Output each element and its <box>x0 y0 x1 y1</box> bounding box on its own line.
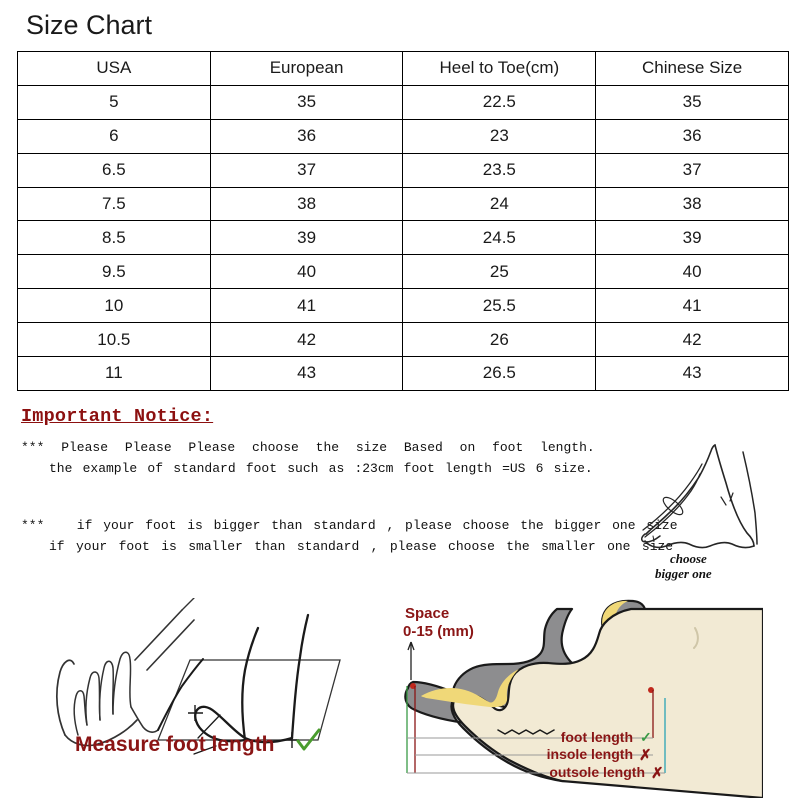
svg-text:Space: Space <box>405 605 449 622</box>
svg-text:✗: ✗ <box>651 765 664 782</box>
svg-text:bigger one: bigger one <box>655 566 712 581</box>
svg-text:✗: ✗ <box>639 747 652 764</box>
svg-text:✓: ✓ <box>640 729 652 745</box>
svg-text:outsole length: outsole length <box>549 764 645 780</box>
svg-text:foot length: foot length <box>561 729 633 745</box>
svg-text:insole length: insole length <box>547 746 633 762</box>
svg-text:0-15 (mm): 0-15 (mm) <box>403 623 474 640</box>
svg-text:choose: choose <box>670 551 707 566</box>
svg-text:Measure foot length: Measure foot length <box>75 733 275 756</box>
